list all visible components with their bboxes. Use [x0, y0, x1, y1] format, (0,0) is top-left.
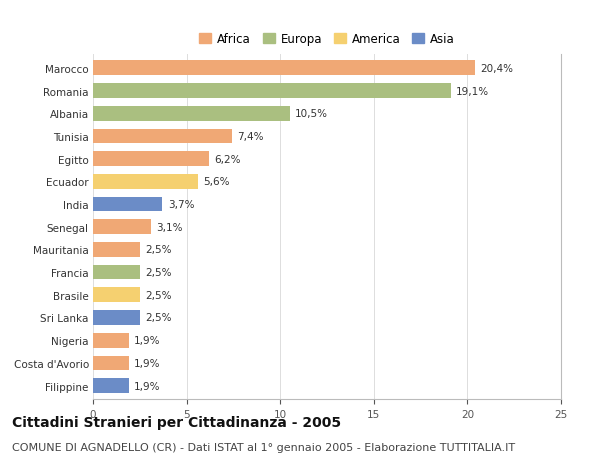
Bar [93, 378, 128, 393]
Text: 3,7%: 3,7% [168, 200, 194, 210]
Text: Cittadini Stranieri per Cittadinanza - 2005: Cittadini Stranieri per Cittadinanza - 2… [12, 415, 341, 429]
Bar [93, 220, 151, 235]
Text: 1,9%: 1,9% [134, 336, 161, 346]
Bar [93, 242, 140, 257]
Bar [93, 356, 128, 370]
Text: 1,9%: 1,9% [134, 381, 161, 391]
Bar [93, 265, 140, 280]
Bar [93, 333, 128, 348]
Text: 10,5%: 10,5% [295, 109, 328, 119]
Bar [93, 310, 140, 325]
Bar [93, 174, 198, 189]
Legend: Africa, Europa, America, Asia: Africa, Europa, America, Asia [199, 33, 455, 46]
Text: 2,5%: 2,5% [145, 268, 172, 278]
Text: 3,1%: 3,1% [157, 222, 183, 232]
Bar [93, 106, 290, 121]
Text: 2,5%: 2,5% [145, 290, 172, 300]
Text: 7,4%: 7,4% [237, 132, 263, 142]
Bar [93, 152, 209, 167]
Text: 2,5%: 2,5% [145, 245, 172, 255]
Text: 1,9%: 1,9% [134, 358, 161, 368]
Bar [93, 62, 475, 76]
Text: 20,4%: 20,4% [481, 64, 514, 73]
Bar [93, 84, 451, 99]
Bar [93, 197, 162, 212]
Text: 2,5%: 2,5% [145, 313, 172, 323]
Text: 5,6%: 5,6% [203, 177, 230, 187]
Text: 19,1%: 19,1% [456, 86, 489, 96]
Bar [93, 129, 232, 144]
Bar [93, 288, 140, 302]
Text: COMUNE DI AGNADELLO (CR) - Dati ISTAT al 1° gennaio 2005 - Elaborazione TUTTITAL: COMUNE DI AGNADELLO (CR) - Dati ISTAT al… [12, 442, 515, 452]
Text: 6,2%: 6,2% [215, 154, 241, 164]
